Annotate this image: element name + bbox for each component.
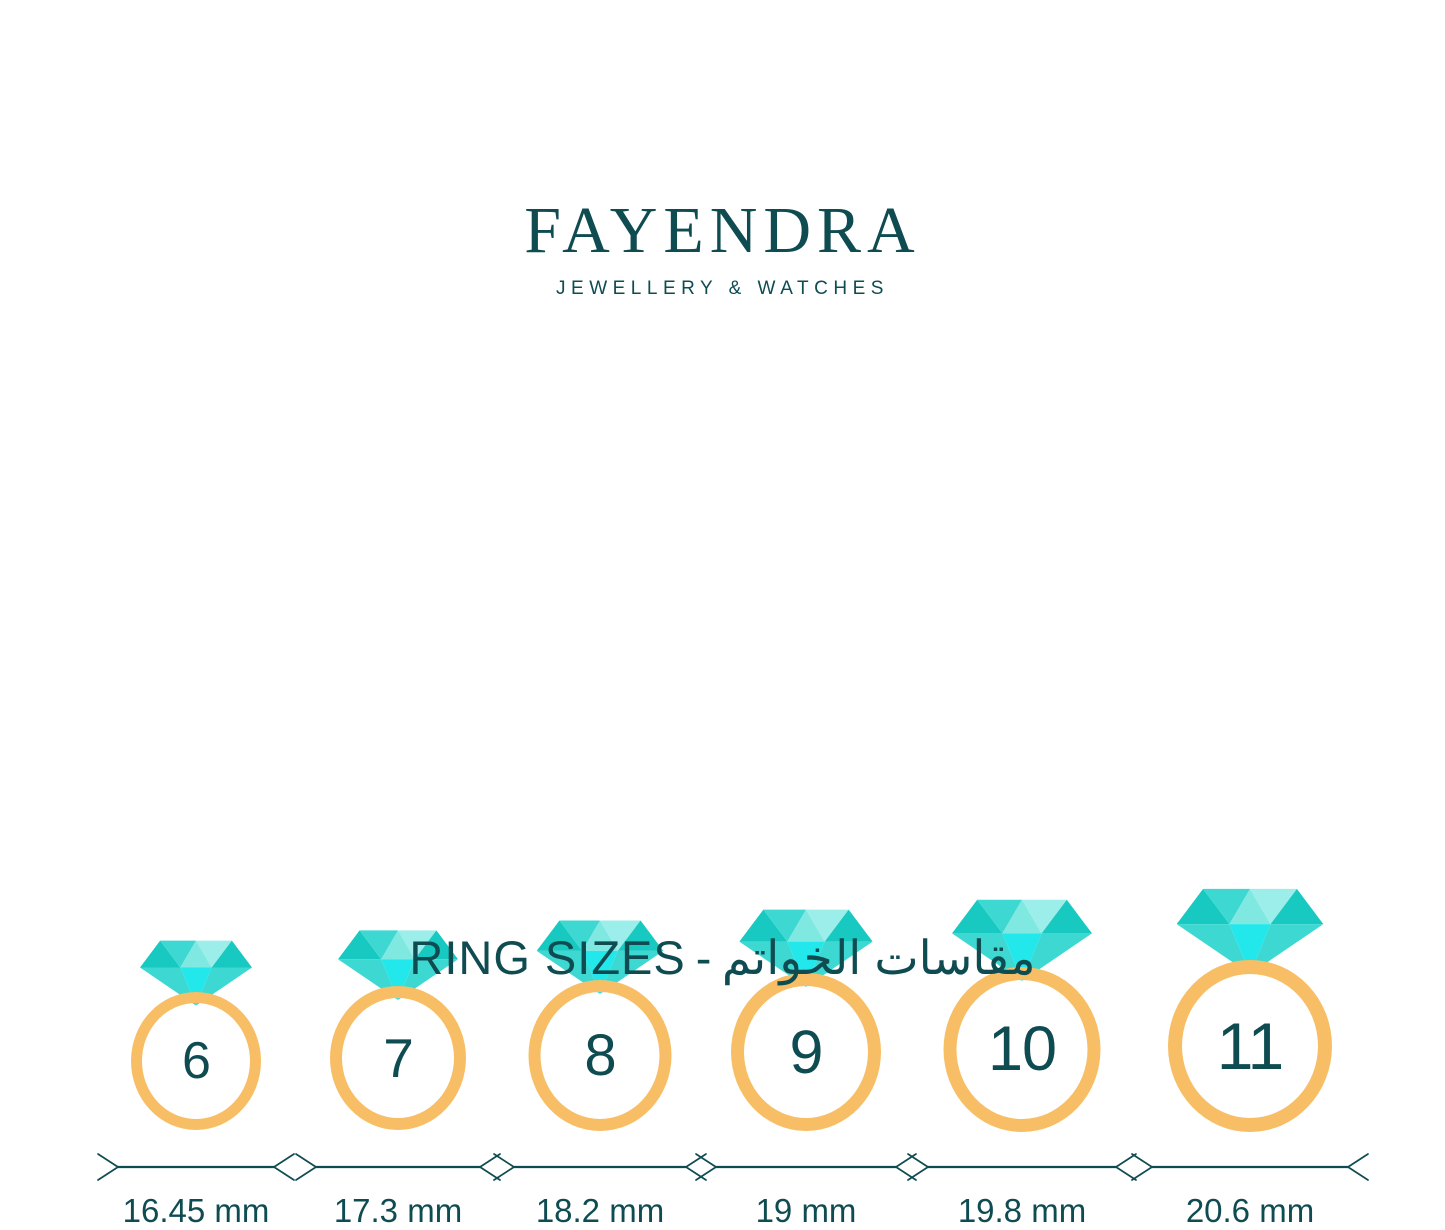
ring-diameter-label: 16.45 mm	[122, 1192, 270, 1229]
brand-name: FAYENDRA	[524, 194, 921, 267]
ring-band: 10	[943, 967, 1101, 1132]
diameter-dimension-line	[96, 1152, 296, 1182]
diameter-dimension-line	[492, 1152, 708, 1182]
ring-band: 6	[131, 992, 261, 1130]
ring-band: 7	[330, 986, 466, 1130]
diamond-gem-icon	[338, 928, 458, 1000]
diameter-dimension-line	[906, 1152, 1138, 1182]
ring-size-chart: 6 16.45 mm 7	[0, 440, 1445, 1229]
diameter-dimension-line	[694, 1152, 918, 1182]
ring-diameter-label: 18.2 mm	[535, 1192, 665, 1229]
diamond-gem-icon	[738, 907, 874, 987]
diamond-gem-icon	[140, 938, 252, 1006]
diameter-dimension-line	[294, 1152, 502, 1182]
ring-size-number: 8	[584, 1022, 616, 1088]
ring-size-number: 11	[1216, 1009, 1285, 1083]
brand-logo: FAYENDRA JEWELLERY & WATCHES	[0, 198, 1445, 300]
page-title-ar: مقاسات الخواتم	[721, 931, 1036, 984]
brand-tagline: JEWELLERY & WATCHES	[556, 278, 889, 299]
ring-diameter-label: 19.8 mm	[957, 1192, 1087, 1229]
diamond-gem-icon	[950, 897, 1094, 981]
ring-diameter-label: 17.3 mm	[333, 1192, 463, 1229]
ring-size-number: 9	[789, 1017, 824, 1086]
ring-size-item[interactable]: 11 20.6 mm	[1080, 440, 1420, 1229]
ring-band: 8	[528, 980, 672, 1131]
page-title-en: RING SIZES	[409, 931, 686, 984]
diamond-gem-icon	[1174, 886, 1326, 974]
ring-size-number: 6	[182, 1032, 211, 1090]
ring-diameter-label: 20.6 mm	[1185, 1192, 1315, 1229]
ring-size-number: 7	[383, 1026, 414, 1089]
ring-diameter-label: 19 mm	[755, 1192, 857, 1229]
diameter-dimension-line	[1130, 1152, 1370, 1182]
diamond-gem-icon	[536, 918, 664, 994]
ring-band: 9	[731, 973, 881, 1131]
page-title: RING SIZES - مقاسات الخواتم	[0, 930, 1445, 986]
ring-size-number: 10	[987, 1014, 1057, 1084]
page-title-separator: -	[695, 931, 712, 984]
